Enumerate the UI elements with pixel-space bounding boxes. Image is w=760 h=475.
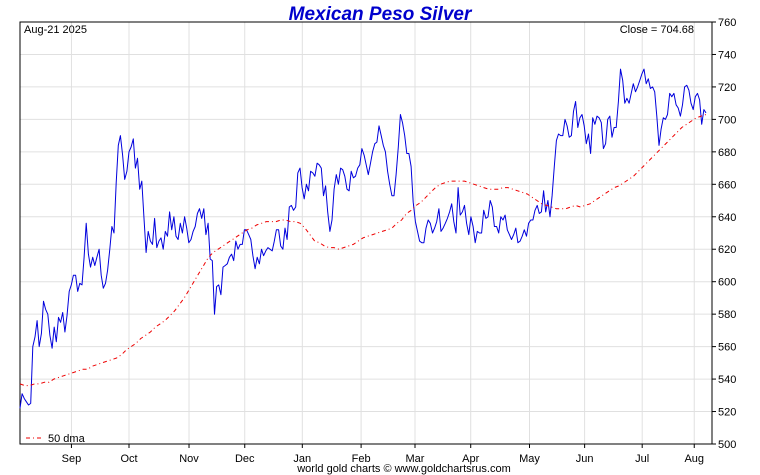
x-tick-label: Sep [62, 453, 82, 465]
y-axis: 500 520 540 560 580 600 620 640 660 680 700 720 740 7… [712, 17, 736, 451]
y-tick-label: 500 [718, 439, 736, 451]
price-series-line [19, 68, 707, 409]
x-tick-label: Dec [235, 453, 255, 465]
y-tick-label: 680 [718, 147, 736, 159]
y-tick-label: 660 [718, 179, 736, 191]
y-tick-label: 580 [718, 309, 736, 321]
y-tick-label: 740 [718, 49, 736, 61]
series-layer [19, 68, 707, 409]
y-tick-label: 640 [718, 212, 736, 224]
legend-dma-label: 50 dma [48, 433, 86, 445]
y-tick-label: 720 [718, 82, 736, 94]
x-tick-label: Nov [179, 453, 199, 465]
y-tick-label: 700 [718, 114, 736, 126]
y-tick-label: 540 [718, 374, 736, 386]
x-tick-label: Jan [293, 453, 311, 465]
x-axis: Sep Oct Nov Dec Jan Feb Mar Apr May Jun Jul Aug [62, 444, 704, 465]
y-tick-label: 620 [718, 244, 736, 256]
grid [20, 22, 712, 444]
y-tick-label: 600 [718, 277, 736, 289]
y-tick-label: 520 [718, 407, 736, 419]
legend: 50 dma [26, 433, 86, 445]
y-tick-label: 560 [718, 342, 736, 354]
chart-title: Mexican Peso Silver [289, 4, 473, 25]
x-tick-label: Jun [576, 453, 594, 465]
date-label: Aug-21 2025 [24, 24, 87, 36]
close-label: Close = 704.68 [620, 24, 694, 36]
credit-text: world gold charts © www.goldchartsrus.co… [296, 463, 511, 475]
x-tick-label: Mar [406, 453, 425, 465]
x-tick-label: Jul [635, 453, 649, 465]
x-tick-label: May [519, 453, 540, 465]
x-tick-label: Apr [462, 453, 479, 465]
plot-frame [19, 21, 713, 445]
dma-series-line [19, 114, 707, 387]
x-tick-label: Oct [120, 453, 137, 465]
x-tick-label: Aug [684, 453, 704, 465]
x-tick-label: Feb [352, 453, 371, 465]
y-tick-label: 760 [718, 17, 736, 29]
